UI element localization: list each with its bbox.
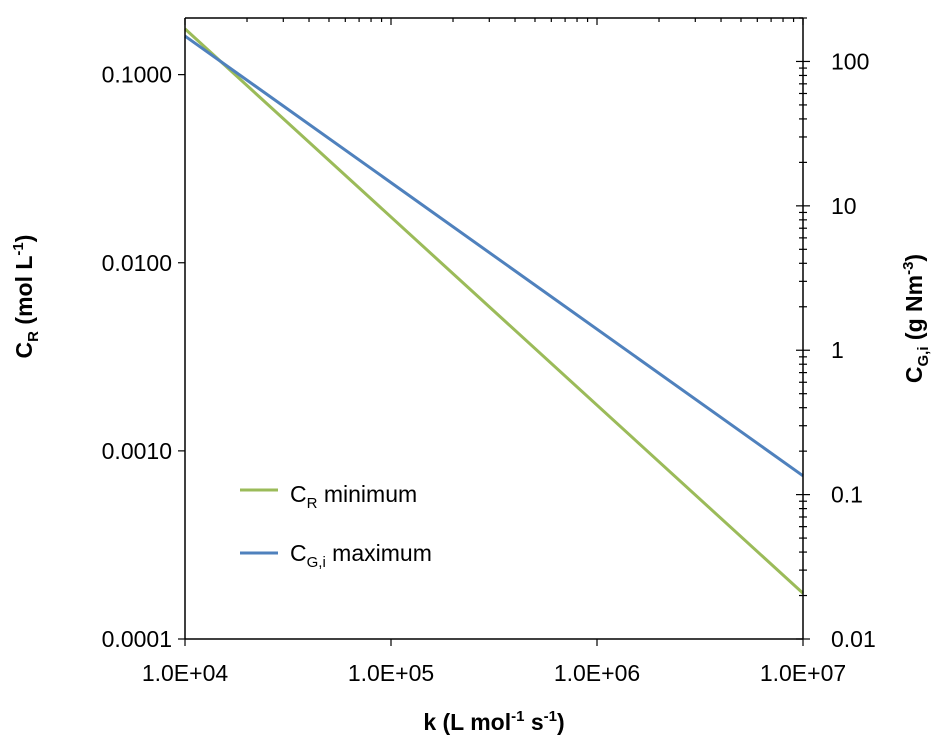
- x-tick-label: 1.0E+04: [142, 660, 229, 686]
- series-line-cr-minimum: [183, 27, 805, 595]
- x-axis-title: k (L mol-1 s-1): [423, 708, 564, 735]
- y-right-tick-label: 0.1: [831, 482, 863, 508]
- x-tick-label: 1.0E+07: [760, 660, 846, 686]
- y-left-tick-label: 0.0100: [102, 250, 172, 276]
- legend: CR minimum CG,i maximum: [240, 481, 432, 571]
- series-group: [183, 27, 805, 595]
- legend-label-cr-minimum: CR minimum: [290, 481, 417, 512]
- y-right-tick-label: 0.01: [831, 626, 876, 652]
- y-right-axis-title: CG,i (g Nm-3): [900, 254, 932, 383]
- x-tick-label: 1.0E+05: [348, 660, 434, 686]
- y-right-tick-label: 1: [831, 337, 844, 363]
- y-right-tick-label: 100: [831, 48, 869, 74]
- x-tick-label: 1.0E+06: [554, 660, 640, 686]
- y-left-tick-label: 0.1000: [102, 62, 172, 88]
- y-left-tick-label: 0.0001: [102, 626, 172, 652]
- tick-labels: 1.0E+04 1.0E+05 1.0E+06 1.0E+07 0.0001 0.0010…: [102, 48, 876, 686]
- y-left-axis-title: CR (mol L-1): [10, 235, 42, 359]
- legend-label-cgi-maximum: CG,i maximum: [290, 540, 432, 571]
- series-line-cgi-maximum: [184, 34, 804, 478]
- y-right-tick-label: 10: [831, 193, 857, 219]
- plot-frame: [184, 17, 804, 640]
- y-left-tick-label: 0.0010: [102, 438, 172, 464]
